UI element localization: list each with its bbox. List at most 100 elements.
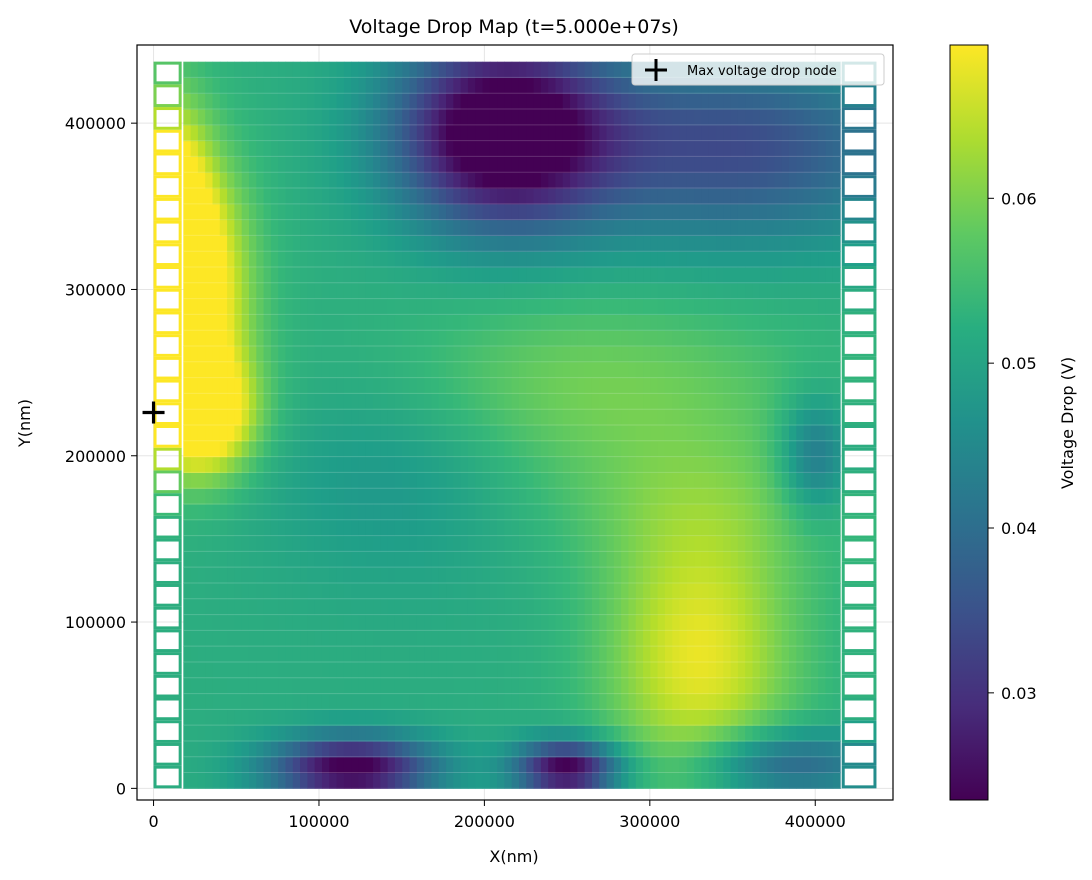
heatmap-cell [307,346,316,363]
heatmap-cell [752,203,761,221]
heatmap-cell [190,172,199,189]
heatmap-cell [767,772,775,789]
heatmap-cell [591,693,600,710]
heatmap-cell [278,124,287,142]
heatmap-cell [504,188,513,205]
heatmap-cell [467,772,476,789]
heatmap-cell [358,614,367,631]
heatmap-cell [343,172,352,189]
heatmap-cell [285,219,294,237]
boundary-cell [841,561,877,584]
heatmap-cell [460,298,469,316]
heatmap-cell [664,409,673,426]
heatmap-cell [409,725,418,742]
heatmap-cell [701,567,710,584]
heatmap-cell [438,235,447,252]
heatmap-cell [518,551,527,568]
heatmap-cell [205,567,214,584]
heatmap-cell [402,630,411,647]
heatmap-cell [555,409,564,426]
heatmap-cell [373,661,381,679]
heatmap-cell [788,298,797,316]
heatmap-cell [307,203,316,221]
heatmap-cell [183,314,192,331]
heatmap-cell [183,440,192,458]
heatmap-cell [686,330,695,347]
heatmap-cell [788,314,797,331]
heatmap-cell [460,61,469,79]
heatmap-cell [577,361,586,379]
heatmap-cell [686,488,695,505]
heatmap-cell [402,77,411,94]
heatmap-cell [497,203,505,221]
heatmap-cell [504,630,513,647]
heatmap-cell [621,614,630,631]
heatmap-cell [336,393,345,410]
heatmap-cell [635,693,644,710]
heatmap-cell [263,488,272,505]
heatmap-cell [781,251,790,268]
heatmap-cell [716,267,724,284]
heatmap-cell [723,235,732,252]
heatmap-cell [314,330,323,347]
heatmap-cell [467,314,476,331]
heatmap-cell [424,172,433,189]
heatmap-cell [759,472,768,489]
heatmap-cell [613,235,622,252]
heatmap-cell [643,298,651,316]
heatmap-cell [402,519,411,537]
heatmap-cell [767,203,775,221]
heatmap-cell [825,551,834,568]
heatmap-cell [336,156,345,173]
heatmap-cell [759,551,768,568]
heatmap-cell [263,109,272,126]
heatmap-cell [263,630,272,647]
heatmap-cell [219,61,228,79]
heatmap-cell [387,677,396,695]
heatmap-cell [183,219,192,237]
heatmap-cell [708,503,717,521]
heatmap-cell [781,124,790,142]
heatmap-cell [197,503,206,521]
heatmap-cell [788,677,797,695]
heatmap-cell [205,93,214,110]
heatmap-cell [358,661,367,679]
heatmap-cell [234,535,243,552]
heatmap-cell [373,472,381,489]
heatmap-cell [613,140,622,158]
heatmap-cell [373,456,381,473]
heatmap-cell [745,440,754,458]
heatmap-cell [365,156,374,173]
heatmap-cell [183,330,192,347]
heatmap-cell [219,551,228,568]
heatmap-cell [409,188,418,205]
heatmap-cell [482,156,491,173]
heatmap-cell [446,661,454,679]
heatmap-cell [781,267,790,284]
heatmap-cell [394,124,403,142]
heatmap-cell [621,677,630,695]
heatmap-cell [672,203,681,221]
heatmap-cell [424,756,433,774]
heatmap-cell [737,409,746,426]
heatmap-cell [431,93,440,110]
heatmap-cell [212,472,221,489]
heatmap-cell [767,282,775,300]
heatmap-cell [621,298,630,316]
heatmap-cell [446,582,454,600]
heatmap-cell [672,582,681,600]
heatmap-cell [270,740,279,758]
heatmap-cell [555,393,564,410]
heatmap-cell [329,725,338,742]
heatmap-cell [307,267,316,284]
heatmap-cell [219,740,228,758]
heatmap-cell [810,314,819,331]
heatmap-cell [759,109,768,126]
heatmap-cell [343,519,352,537]
heatmap-cell [358,377,367,394]
heatmap-cell [373,172,381,189]
heatmap-cell [497,409,505,426]
heatmap-cell [227,377,235,394]
heatmap-cell [197,298,206,316]
